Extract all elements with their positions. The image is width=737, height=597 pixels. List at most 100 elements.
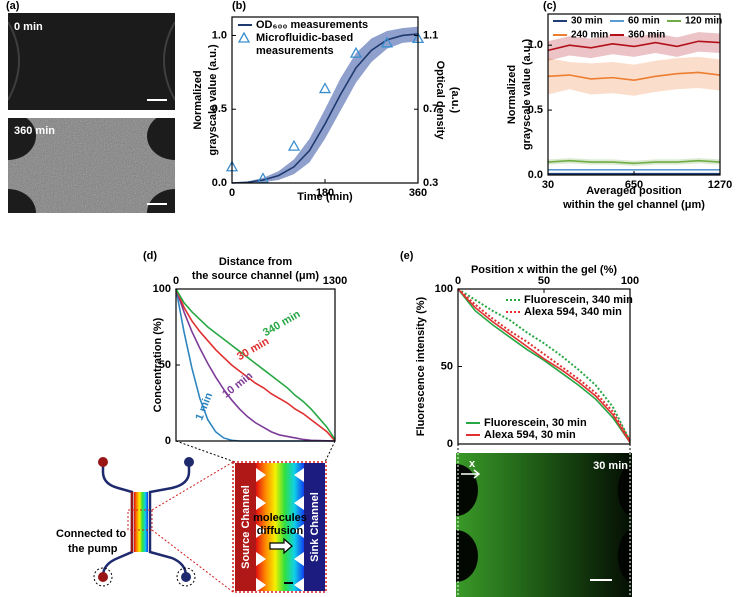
- post: [147, 189, 175, 213]
- error-band: [232, 26, 418, 183]
- legend-label: Fluorescein, 340 min: [524, 294, 633, 306]
- x-axis-label: Averaged position: [586, 185, 682, 197]
- post-outline: [163, 21, 175, 101]
- gel-zoom: [256, 463, 304, 591]
- inline-label: 30 min: [235, 335, 271, 363]
- channel: [148, 462, 191, 577]
- x-tick-label: 180: [316, 187, 334, 199]
- post: [8, 189, 36, 213]
- y2-tick-label: 1.1: [423, 29, 438, 41]
- y-tick-label: 0.5: [212, 103, 227, 115]
- zoom-line: [151, 529, 234, 593]
- x-axis-label: the source channel (μm): [192, 270, 319, 282]
- y-tick-label: 0: [165, 435, 171, 447]
- y-tick-label: 0.5: [528, 104, 543, 116]
- inlet: [184, 457, 194, 467]
- guide-line: [175, 440, 236, 463]
- panel-label: (a): [6, 0, 20, 12]
- x-tick-label: 0: [173, 275, 179, 287]
- micrograph-0min: [8, 13, 175, 110]
- inline-label: 340 min: [261, 308, 303, 339]
- inline-label: 1 min: [193, 391, 215, 422]
- y-tick-label: 50: [441, 360, 453, 372]
- micrograph-360min: [8, 118, 175, 213]
- post-outline: [8, 21, 20, 101]
- y-tick-label: 0: [447, 438, 453, 450]
- y-axis-label: grayscale value (a.u.): [521, 39, 533, 151]
- image-bg: [456, 453, 632, 597]
- image-label: 0 min: [14, 21, 43, 33]
- x-tick-label: 30: [542, 179, 554, 191]
- x-arrow: [461, 469, 481, 479]
- x-tick-label: 360: [409, 187, 427, 199]
- outlet: [181, 572, 191, 582]
- legend-label: measurements: [256, 45, 334, 57]
- y-axis-label: Concentration (%): [152, 317, 164, 412]
- image-bg: [8, 13, 175, 110]
- series-line: [547, 159, 721, 165]
- y-axis-label: Normalized: [506, 65, 518, 124]
- sink-zoom: [304, 463, 325, 591]
- zoom-line: [151, 461, 234, 511]
- series-line: [547, 40, 721, 52]
- y-tick-label: 1.0: [212, 29, 227, 41]
- zoom-frame: [232, 461, 327, 593]
- x-tick-label: 650: [625, 179, 643, 191]
- panel-label: (c): [543, 0, 557, 12]
- y2-axis-label: (a.u.): [449, 87, 461, 114]
- post: [456, 464, 478, 516]
- post: [456, 530, 478, 582]
- zoom-box: [127, 509, 153, 531]
- series-line: [175, 288, 336, 442]
- series-line: [457, 288, 631, 442]
- y-tick-label: 50: [159, 359, 171, 371]
- schematic-label: Connected to: [56, 528, 127, 540]
- y-tick-label: 100: [435, 283, 453, 295]
- post: [618, 464, 632, 516]
- y-tick-label: 100: [153, 283, 171, 295]
- legend-label: 60 min: [628, 16, 660, 27]
- x-axis-label: Time (min): [297, 191, 353, 203]
- panel-label: (e): [400, 250, 414, 262]
- y-axis-label: Normalized: [192, 70, 204, 129]
- legend-label: Alexa 594, 340 min: [524, 306, 622, 318]
- marker: [349, 46, 363, 58]
- gel: [134, 492, 148, 552]
- source-zoom: [235, 463, 256, 591]
- marker: [380, 36, 394, 48]
- legend-label: 360 min: [628, 30, 665, 41]
- panel-label: (d): [143, 250, 157, 262]
- legend-label: 120 min: [685, 16, 722, 27]
- post: [147, 118, 175, 160]
- x-tick-label: 100: [621, 275, 639, 287]
- series-line: [457, 288, 631, 442]
- x-tick-label: 1300: [323, 275, 347, 287]
- legend-label: 240 min: [571, 30, 608, 41]
- y-tick-label: 0.0: [528, 169, 543, 181]
- panel-label: (b): [232, 0, 246, 12]
- legend-label: OD₆₀₀ measurements: [256, 19, 368, 31]
- inlet: [98, 457, 108, 467]
- legend-marker: [237, 31, 251, 43]
- image-label: 360 min: [14, 125, 55, 137]
- schematic-label: the pump: [68, 543, 118, 555]
- schematic-label: molecules: [253, 512, 307, 524]
- post: [8, 118, 36, 160]
- pump-mark: [93, 567, 113, 587]
- x-tick-label: 1270: [708, 179, 732, 191]
- fluorescence-image: [456, 453, 632, 597]
- y2-tick-label: 0.3: [423, 177, 438, 189]
- schematic-label: Sink Channel: [309, 492, 321, 562]
- series-line: [457, 288, 631, 443]
- guide-line: [324, 440, 336, 463]
- diffusion-arrow: [269, 537, 293, 555]
- legend-label: 30 min: [571, 16, 603, 27]
- image-label: 30 min: [593, 460, 628, 472]
- y2-axis-label: Optical density: [434, 61, 446, 141]
- error-band: [548, 56, 720, 96]
- x-axis-label: Distance from: [219, 256, 293, 268]
- post: [618, 530, 632, 582]
- chip-schematic: [93, 440, 336, 593]
